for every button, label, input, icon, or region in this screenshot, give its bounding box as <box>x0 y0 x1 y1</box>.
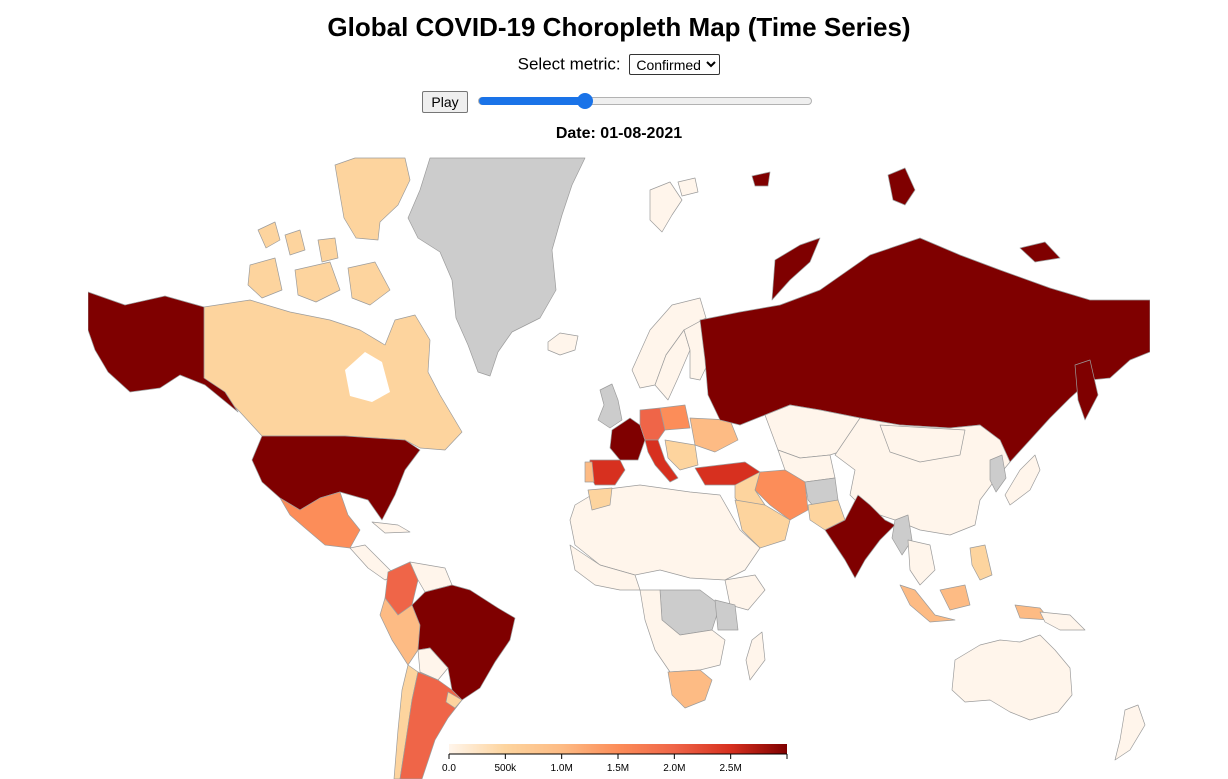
country-west-africa[interactable] <box>569 544 641 591</box>
country-canada-island-5[interactable] <box>247 257 283 299</box>
country-southeast-asia[interactable] <box>907 539 936 586</box>
country-uruguay[interactable] <box>445 691 463 709</box>
date-slider[interactable] <box>478 93 812 109</box>
slider-fill <box>479 97 586 105</box>
country-saudi-arabia[interactable] <box>734 499 791 549</box>
playback-controls: Play <box>422 90 822 114</box>
country-uk[interactable] <box>597 383 623 429</box>
hudson-bay <box>345 352 390 402</box>
country-canada-island-2[interactable] <box>257 221 281 249</box>
country-myanmar[interactable] <box>891 514 913 556</box>
country-north-africa[interactable] <box>569 484 761 581</box>
date-label: Date: 01-08-2021 <box>555 125 683 142</box>
color-legend: 0.0 500k 1.0M 1.5M 2.0M 2.5M <box>442 744 788 774</box>
legend-tick-label: 0.0 <box>442 763 456 774</box>
country-north-korea[interactable] <box>989 454 1007 493</box>
country-greenland[interactable] <box>407 157 586 377</box>
country-canada-island-3[interactable] <box>284 229 306 256</box>
country-iran[interactable] <box>754 469 809 521</box>
legend-bar <box>449 744 787 754</box>
country-ethiopia[interactable] <box>724 574 766 611</box>
legend-tick-label: 2.5M <box>720 763 742 774</box>
country-france[interactable] <box>609 417 646 461</box>
country-italy[interactable] <box>644 439 679 483</box>
country-mexico[interactable] <box>279 491 361 549</box>
country-south-africa[interactable] <box>667 669 713 709</box>
country-indonesia-borneo[interactable] <box>939 584 971 611</box>
country-svalbard[interactable] <box>649 181 683 233</box>
country-canada-islands[interactable] <box>334 157 411 241</box>
country-russia-arctic-2[interactable] <box>1019 241 1061 263</box>
country-svalbard-2[interactable] <box>677 177 699 197</box>
metric-label: Select metric: <box>517 54 621 74</box>
legend-tick-label: 2.0M <box>663 763 685 774</box>
country-sakhalin[interactable] <box>1074 359 1099 421</box>
play-button[interactable]: Play <box>422 91 468 113</box>
country-canada[interactable] <box>203 299 463 451</box>
country-ukraine[interactable] <box>689 417 739 453</box>
country-australia[interactable] <box>951 634 1073 721</box>
country-bolivia[interactable] <box>417 647 449 681</box>
country-cuba[interactable] <box>371 521 411 534</box>
legend-ticks: 0.0 500k 1.0M 1.5M 2.0M 2.5M <box>442 754 788 774</box>
metric-selector-row: Select metric: Confirmed <box>0 54 1228 75</box>
metric-select[interactable]: Confirmed <box>629 54 721 75</box>
country-canada-island-7[interactable] <box>347 261 391 306</box>
country-russia-novaya-zemlya[interactable] <box>771 237 821 301</box>
country-balkans[interactable] <box>664 439 699 471</box>
country-tanzania[interactable] <box>714 599 739 631</box>
country-poland[interactable] <box>659 404 691 431</box>
country-canada-island-4[interactable] <box>317 237 339 263</box>
country-india[interactable] <box>824 494 896 579</box>
page-title: Global COVID-19 Choropleth Map (Time Ser… <box>327 12 911 42</box>
country-canada-island-6[interactable] <box>294 261 341 303</box>
legend-tick-label: 500k <box>494 763 517 774</box>
country-philippines[interactable] <box>969 544 993 581</box>
country-indonesia-sumatra[interactable] <box>899 584 956 623</box>
country-mongolia[interactable] <box>879 424 966 463</box>
legend-tick-label: 1.5M <box>607 763 629 774</box>
country-usa[interactable] <box>251 435 421 521</box>
country-central-africa[interactable] <box>639 589 726 673</box>
country-china[interactable] <box>834 417 1011 536</box>
country-japan[interactable] <box>1004 454 1041 506</box>
legend-tick-label: 1.0M <box>551 763 573 774</box>
country-papua-new-guinea[interactable] <box>1039 611 1086 631</box>
slider-thumb[interactable] <box>577 93 594 109</box>
country-madagascar[interactable] <box>745 631 766 681</box>
country-new-zealand[interactable] <box>1114 704 1146 761</box>
country-russia-arctic-1[interactable] <box>887 167 916 206</box>
country-iceland[interactable] <box>547 332 579 356</box>
country-russia-arctic-3[interactable] <box>751 171 771 187</box>
country-morocco[interactable] <box>587 487 613 511</box>
country-portugal[interactable] <box>584 461 595 483</box>
country-alaska[interactable] <box>88 291 239 413</box>
